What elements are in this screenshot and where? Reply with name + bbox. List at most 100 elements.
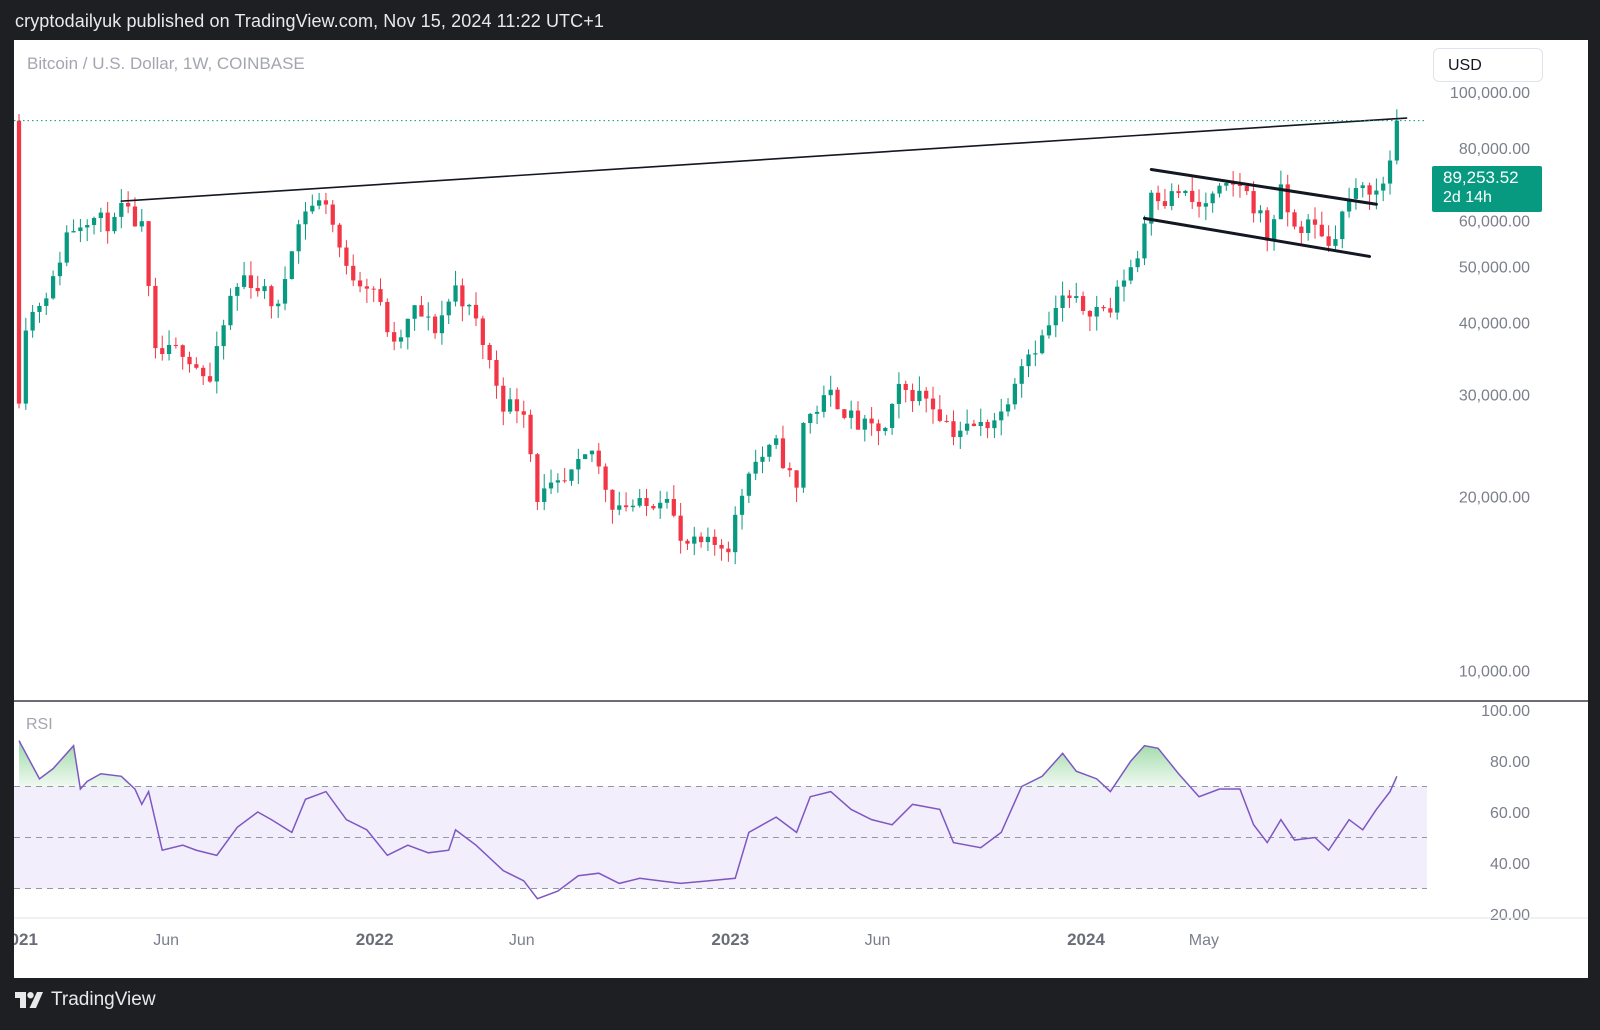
trendline-flag-lower[interactable]: [1142, 216, 1372, 258]
candle-body: [753, 461, 758, 474]
candle-body: [78, 227, 83, 232]
candle-body: [1142, 223, 1147, 259]
candle-body: [1040, 335, 1045, 354]
candle-body: [1019, 366, 1024, 384]
candle-body: [385, 301, 390, 333]
rsi-axis-label: 40.00: [1490, 856, 1530, 873]
symbol-title: Bitcoin / U.S. Dollar, 1W, COINBASE: [27, 54, 305, 73]
candle-body: [1360, 185, 1365, 189]
candle-body: [262, 286, 267, 292]
candle-body: [610, 489, 615, 510]
candle-body: [1053, 308, 1058, 326]
candle-body: [521, 411, 526, 415]
candle-body: [317, 200, 322, 206]
candle-body: [576, 459, 581, 470]
candle-body: [221, 325, 226, 347]
candle-body: [1312, 219, 1318, 225]
candle-body: [719, 544, 724, 549]
candle-body: [357, 280, 363, 287]
candle-body: [337, 224, 342, 248]
candle-body: [958, 430, 963, 438]
candle-body: [71, 231, 76, 233]
candle-body: [323, 200, 329, 205]
candle-body: [467, 304, 472, 307]
candle-body: [528, 414, 533, 455]
candle-body: [50, 276, 56, 299]
time-axis-label: 2022: [356, 930, 394, 949]
candle-body: [64, 232, 69, 263]
candle-body: [889, 403, 895, 428]
candle-body: [426, 316, 431, 318]
candle-body: [1231, 182, 1236, 185]
candle-body: [808, 413, 813, 424]
candle-body: [849, 410, 854, 418]
time-axis-label: 2023: [711, 930, 749, 949]
candle-body: [1258, 210, 1263, 214]
candle-body: [494, 359, 499, 386]
candle-body: [678, 515, 683, 541]
candle-body: [1394, 120, 1399, 161]
time-axis-label: Jun: [865, 932, 891, 949]
time-axis-label: 2024: [1067, 930, 1105, 949]
candle-body: [1367, 185, 1372, 195]
rsi-axis-label: 20.00: [1490, 907, 1530, 924]
candle-body: [201, 367, 206, 377]
candle-body: [248, 275, 254, 289]
candle-body: [739, 495, 745, 515]
candle-body: [992, 420, 997, 429]
candle-body: [146, 221, 151, 286]
candle-body: [1046, 325, 1052, 336]
candle-body: [119, 202, 124, 217]
candle-body: [1155, 192, 1161, 202]
candle-body: [276, 303, 281, 307]
candle-body: [1346, 198, 1352, 212]
candle-body: [57, 262, 63, 277]
candle-body: [1196, 201, 1202, 207]
candle-body: [173, 344, 179, 346]
candle-body: [999, 411, 1004, 421]
chart-frame[interactable]: 100,000.0080,000.0070,000.0060,000.0050,…: [14, 40, 1588, 978]
trendline-long-term-resistance[interactable]: [120, 117, 1408, 202]
chart-canvas[interactable]: 100,000.0080,000.0070,000.0060,000.0050,…: [14, 40, 1588, 978]
candle-body: [303, 211, 308, 225]
currency-button[interactable]: USD: [1433, 48, 1543, 82]
tradingview-brand: TradingView: [51, 989, 156, 1010]
candle-body: [405, 318, 410, 338]
candle-body: [1080, 296, 1086, 311]
candle-body: [501, 385, 506, 412]
candle-body: [1353, 188, 1359, 199]
candle-body: [37, 305, 42, 312]
price-axis-label: 30,000.00: [1459, 388, 1530, 405]
candle-body: [1012, 383, 1017, 405]
candle-body: [16, 120, 22, 404]
candle-body: [869, 418, 874, 424]
candle-body: [712, 536, 717, 545]
rsi-line[interactable]: [18, 740, 1398, 900]
candle-body: [589, 450, 595, 455]
candle-body: [862, 418, 867, 430]
time-axis-label: Jun: [153, 932, 179, 949]
candle-body: [821, 395, 826, 412]
candle-body: [883, 427, 888, 432]
candle-body: [1299, 226, 1304, 233]
candle-body: [780, 438, 786, 469]
trendline-flag-upper[interactable]: [1149, 167, 1378, 206]
tradingview-logo[interactable]: TradingView: [15, 989, 156, 1011]
time-axis-label: Jun: [509, 932, 535, 949]
candle-body: [562, 480, 567, 482]
candle-body: [310, 205, 315, 212]
candle-body: [1251, 191, 1256, 214]
candle-body: [910, 389, 915, 402]
candle-body: [91, 218, 97, 226]
rsi-axis-label: 80.00: [1490, 754, 1530, 771]
candle-body: [801, 423, 806, 488]
candle-body: [1183, 190, 1188, 194]
candle-body: [1121, 280, 1127, 287]
candle-body: [794, 470, 799, 488]
candle-body: [951, 421, 956, 438]
price-axis-label: 80,000.00: [1459, 141, 1530, 158]
candle-body: [1271, 219, 1277, 241]
candle-body: [855, 410, 861, 430]
candle-body: [214, 346, 219, 382]
candle-body: [514, 399, 520, 412]
